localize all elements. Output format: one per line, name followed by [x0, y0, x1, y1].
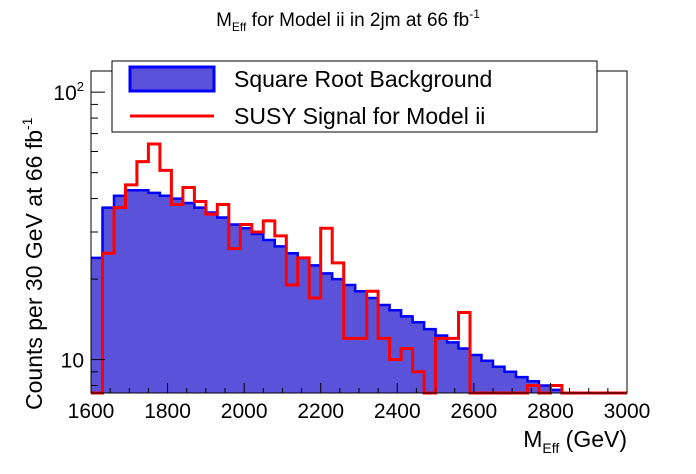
y-axis-label: Counts per 30 GeV at 66 fb-1 [19, 117, 47, 410]
x-axis-label: MEff (GeV) [523, 426, 627, 456]
legend-label-signal: SUSY Signal for Model ii [234, 103, 485, 129]
x-tick-label: 2200 [297, 400, 344, 423]
y-tick-label: 10 [61, 350, 84, 373]
x-tick-label: 3000 [604, 400, 651, 423]
x-tick-label: 1800 [144, 400, 191, 423]
x-tick-label: 2000 [221, 400, 268, 423]
x-tick-label: 2800 [527, 400, 574, 423]
legend-swatch-background [128, 65, 216, 93]
y-axis-ticks: 10 102 [53, 79, 105, 387]
legend-label-background: Square Root Background [234, 66, 492, 92]
x-tick-label: 2600 [450, 400, 497, 423]
x-tick-label: 2400 [374, 400, 421, 423]
legend: Square Root Background SUSY Signal for M… [111, 60, 598, 133]
y-tick-label: 102 [53, 79, 84, 105]
x-tick-label: 1600 [68, 400, 115, 423]
chart-title: MEff for Model ii in 2jm at 66 fb-1 [216, 7, 480, 34]
x-axis-ticks: 1600 1800 2000 2200 2400 2600 2800 3000 [68, 383, 651, 423]
